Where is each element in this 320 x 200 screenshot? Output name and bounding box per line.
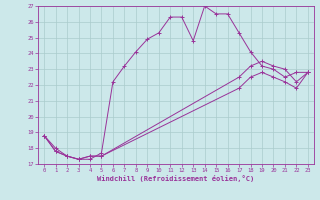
X-axis label: Windchill (Refroidissement éolien,°C): Windchill (Refroidissement éolien,°C)	[97, 175, 255, 182]
